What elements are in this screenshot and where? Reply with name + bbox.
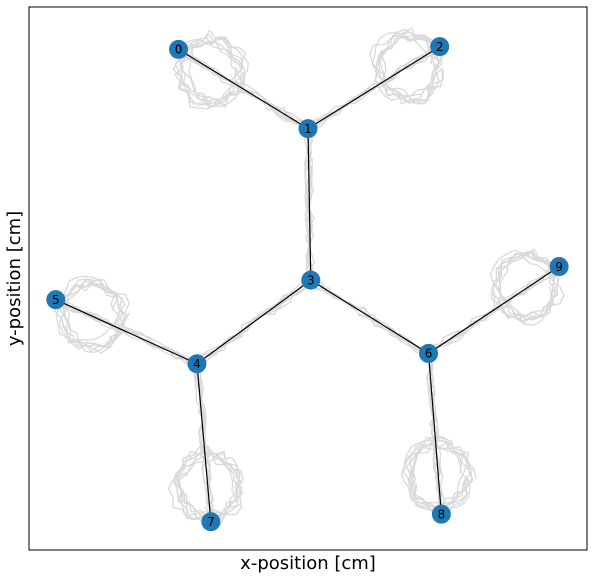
- trajectory-loop: [369, 27, 437, 97]
- trajectory-loop: [374, 31, 443, 104]
- node-label-0: 0: [175, 43, 183, 57]
- plot-frame: [28, 6, 588, 551]
- node-label-4: 4: [193, 357, 201, 371]
- trajectory-loop: [176, 444, 241, 520]
- trajectory-trace: [304, 45, 444, 128]
- node-5: [46, 290, 66, 310]
- node-label-7: 7: [207, 515, 215, 529]
- node-7: [201, 512, 221, 532]
- edge-6-8: [427, 353, 442, 515]
- trajectory-trace: [192, 277, 308, 366]
- trajectory-trace: [426, 352, 446, 515]
- edge-3-6: [310, 279, 429, 354]
- y-axis-label: y-position [cm]: [4, 211, 25, 346]
- trajectory-trace: [58, 298, 199, 361]
- node-label-2: 2: [436, 40, 444, 54]
- x-axis-label: x-position [cm]: [240, 553, 376, 574]
- trajectory-loop: [174, 40, 243, 110]
- trajectory-loop: [497, 250, 565, 322]
- node-0: [169, 39, 189, 59]
- node-2: [430, 37, 450, 57]
- edge-0-1: [178, 48, 309, 130]
- trajectory-loop: [62, 282, 125, 354]
- edge-3-4: [196, 279, 312, 365]
- trajectory-trace: [424, 267, 556, 353]
- node-8: [431, 504, 451, 524]
- trajectory-trace: [312, 280, 428, 353]
- trajectory-loop: [402, 437, 469, 505]
- trajectory-loop: [497, 251, 559, 321]
- graph-edges: [55, 46, 560, 522]
- node-label-6: 6: [425, 347, 433, 361]
- trajectory-loop: [178, 456, 244, 527]
- trajectory-loop: [53, 275, 121, 344]
- node-label-3: 3: [307, 273, 315, 287]
- trajectory-trace: [197, 361, 213, 522]
- node-9: [549, 257, 569, 277]
- edge-1-3: [307, 128, 312, 281]
- edge-4-7: [196, 363, 212, 522]
- node-label-8: 8: [438, 507, 446, 521]
- trajectory-loop: [55, 278, 121, 350]
- node-label-5: 5: [52, 293, 60, 307]
- trajectory-loop: [172, 33, 244, 101]
- trajectory-trace: [182, 50, 307, 126]
- node-1: [298, 119, 318, 139]
- trajectory-loop: [178, 451, 243, 521]
- trajectory-loop: [181, 36, 247, 109]
- trajectory-loop: [495, 254, 559, 320]
- edge-1-2: [307, 46, 441, 130]
- trajectory-trace: [178, 52, 305, 126]
- node-4: [187, 354, 207, 374]
- trajectory-loop: [410, 442, 477, 513]
- node-3: [301, 270, 321, 290]
- trajectory-loop: [181, 35, 246, 108]
- trajectory-trace: [426, 350, 442, 516]
- trajectory-trace: [174, 52, 310, 127]
- trajectory-loop: [64, 278, 131, 349]
- trajectory-loop: [62, 280, 129, 348]
- trajectory-loop: [374, 34, 441, 105]
- node-6: [419, 343, 439, 363]
- graph-nodes: 0 1 2 3 4 5 6 7 8 9: [46, 37, 569, 532]
- node-label-9: 9: [555, 260, 563, 274]
- edge-6-9: [428, 266, 560, 354]
- node-label-1: 1: [304, 122, 312, 136]
- edge-4-5: [55, 299, 198, 365]
- trajectory-loop: [405, 441, 473, 511]
